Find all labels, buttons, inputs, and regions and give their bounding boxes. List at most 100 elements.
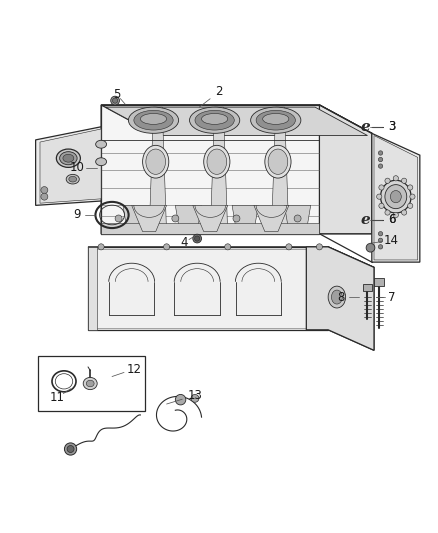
- Circle shape: [379, 185, 384, 190]
- Text: 5: 5: [113, 87, 120, 101]
- Text: 14: 14: [384, 234, 399, 247]
- Text: 7: 7: [388, 290, 395, 304]
- Circle shape: [316, 244, 322, 250]
- Ellipse shape: [63, 154, 74, 162]
- Ellipse shape: [328, 286, 346, 308]
- Polygon shape: [328, 247, 374, 350]
- Polygon shape: [232, 205, 258, 231]
- Circle shape: [385, 210, 390, 215]
- Polygon shape: [306, 247, 374, 350]
- Circle shape: [378, 157, 383, 161]
- Ellipse shape: [207, 149, 226, 174]
- Text: 11: 11: [50, 391, 65, 404]
- Circle shape: [194, 236, 200, 241]
- Polygon shape: [210, 107, 228, 234]
- Ellipse shape: [332, 290, 343, 304]
- Polygon shape: [193, 205, 228, 231]
- Text: 13: 13: [187, 389, 202, 402]
- Ellipse shape: [141, 114, 166, 124]
- Ellipse shape: [66, 174, 79, 184]
- Ellipse shape: [69, 176, 77, 182]
- Ellipse shape: [134, 110, 173, 130]
- Ellipse shape: [57, 149, 81, 167]
- Ellipse shape: [251, 107, 301, 133]
- Ellipse shape: [201, 114, 228, 124]
- Circle shape: [408, 203, 413, 208]
- Circle shape: [67, 446, 74, 453]
- Polygon shape: [254, 205, 289, 231]
- Ellipse shape: [95, 140, 106, 148]
- Text: 3: 3: [388, 120, 395, 133]
- Circle shape: [393, 176, 399, 181]
- Ellipse shape: [190, 107, 240, 133]
- Polygon shape: [88, 247, 374, 268]
- Circle shape: [193, 234, 201, 243]
- Ellipse shape: [381, 180, 411, 213]
- Circle shape: [378, 164, 383, 168]
- Polygon shape: [374, 278, 385, 286]
- Ellipse shape: [195, 110, 234, 130]
- Circle shape: [163, 244, 170, 250]
- Polygon shape: [374, 135, 418, 260]
- Circle shape: [191, 394, 199, 402]
- Ellipse shape: [83, 377, 97, 390]
- Ellipse shape: [256, 110, 295, 130]
- Text: 6: 6: [388, 213, 395, 227]
- Circle shape: [233, 215, 240, 222]
- Text: 6: 6: [388, 213, 395, 227]
- Text: 4: 4: [180, 236, 188, 249]
- Circle shape: [175, 394, 186, 405]
- Polygon shape: [106, 107, 367, 135]
- Ellipse shape: [268, 149, 288, 174]
- Polygon shape: [101, 105, 372, 133]
- Circle shape: [402, 178, 407, 183]
- Circle shape: [378, 151, 383, 155]
- Text: 2: 2: [215, 85, 223, 99]
- Text: e: e: [360, 120, 370, 134]
- Circle shape: [115, 215, 122, 222]
- Ellipse shape: [385, 184, 407, 208]
- Polygon shape: [272, 107, 289, 234]
- Circle shape: [286, 244, 292, 250]
- Polygon shape: [35, 127, 101, 205]
- Text: e: e: [360, 213, 370, 227]
- Circle shape: [378, 245, 383, 249]
- Ellipse shape: [143, 146, 169, 178]
- Text: 12: 12: [126, 362, 141, 376]
- Polygon shape: [363, 285, 372, 290]
- Circle shape: [366, 244, 375, 252]
- Polygon shape: [123, 205, 149, 231]
- Ellipse shape: [390, 190, 401, 203]
- Circle shape: [402, 210, 407, 215]
- Ellipse shape: [128, 107, 179, 133]
- Polygon shape: [88, 247, 328, 330]
- Polygon shape: [175, 205, 201, 231]
- Circle shape: [408, 185, 413, 190]
- Polygon shape: [40, 129, 101, 203]
- Circle shape: [294, 215, 301, 222]
- Circle shape: [113, 98, 118, 103]
- Text: 9: 9: [73, 208, 81, 222]
- Ellipse shape: [204, 146, 230, 178]
- Polygon shape: [149, 107, 166, 234]
- Polygon shape: [88, 247, 97, 330]
- Circle shape: [41, 193, 48, 200]
- Ellipse shape: [265, 146, 291, 178]
- Ellipse shape: [146, 149, 166, 174]
- Circle shape: [393, 212, 399, 217]
- Circle shape: [64, 443, 77, 455]
- Circle shape: [385, 178, 390, 183]
- Circle shape: [172, 215, 179, 222]
- Text: 8: 8: [338, 290, 345, 304]
- Circle shape: [378, 238, 383, 243]
- Circle shape: [225, 244, 231, 250]
- Circle shape: [379, 203, 384, 208]
- Circle shape: [98, 244, 104, 250]
- Ellipse shape: [263, 114, 289, 124]
- Polygon shape: [101, 105, 372, 234]
- Polygon shape: [285, 205, 311, 231]
- Circle shape: [378, 231, 383, 236]
- Circle shape: [111, 96, 120, 105]
- Text: 10: 10: [70, 161, 85, 174]
- Text: 3: 3: [388, 120, 395, 133]
